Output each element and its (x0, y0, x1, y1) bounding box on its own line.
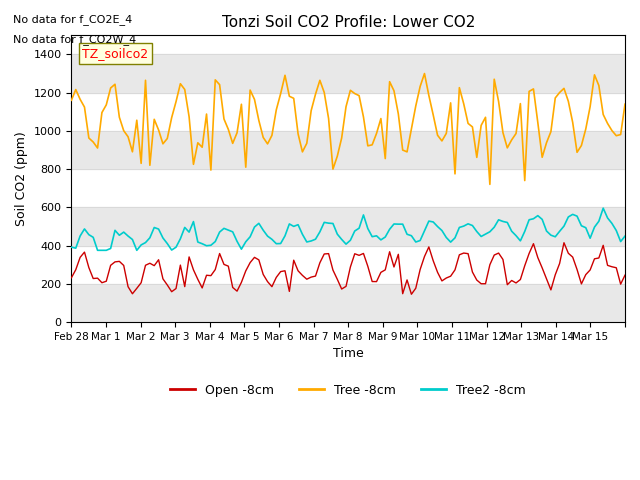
Title: Tonzi Soil CO2 Profile: Lower CO2: Tonzi Soil CO2 Profile: Lower CO2 (221, 15, 475, 30)
Text: TZ_soilco2: TZ_soilco2 (83, 47, 148, 60)
Y-axis label: Soil CO2 (ppm): Soil CO2 (ppm) (15, 131, 28, 226)
Legend: Open -8cm, Tree -8cm, Tree2 -8cm: Open -8cm, Tree -8cm, Tree2 -8cm (165, 379, 531, 402)
Bar (72, 207, 625, 246)
Text: No data for f_CO2W_4: No data for f_CO2W_4 (13, 34, 136, 45)
Bar (72, 284, 625, 322)
X-axis label: Time: Time (333, 347, 364, 360)
Bar (72, 131, 625, 169)
Text: No data for f_CO2E_4: No data for f_CO2E_4 (13, 14, 132, 25)
Bar (72, 54, 625, 93)
